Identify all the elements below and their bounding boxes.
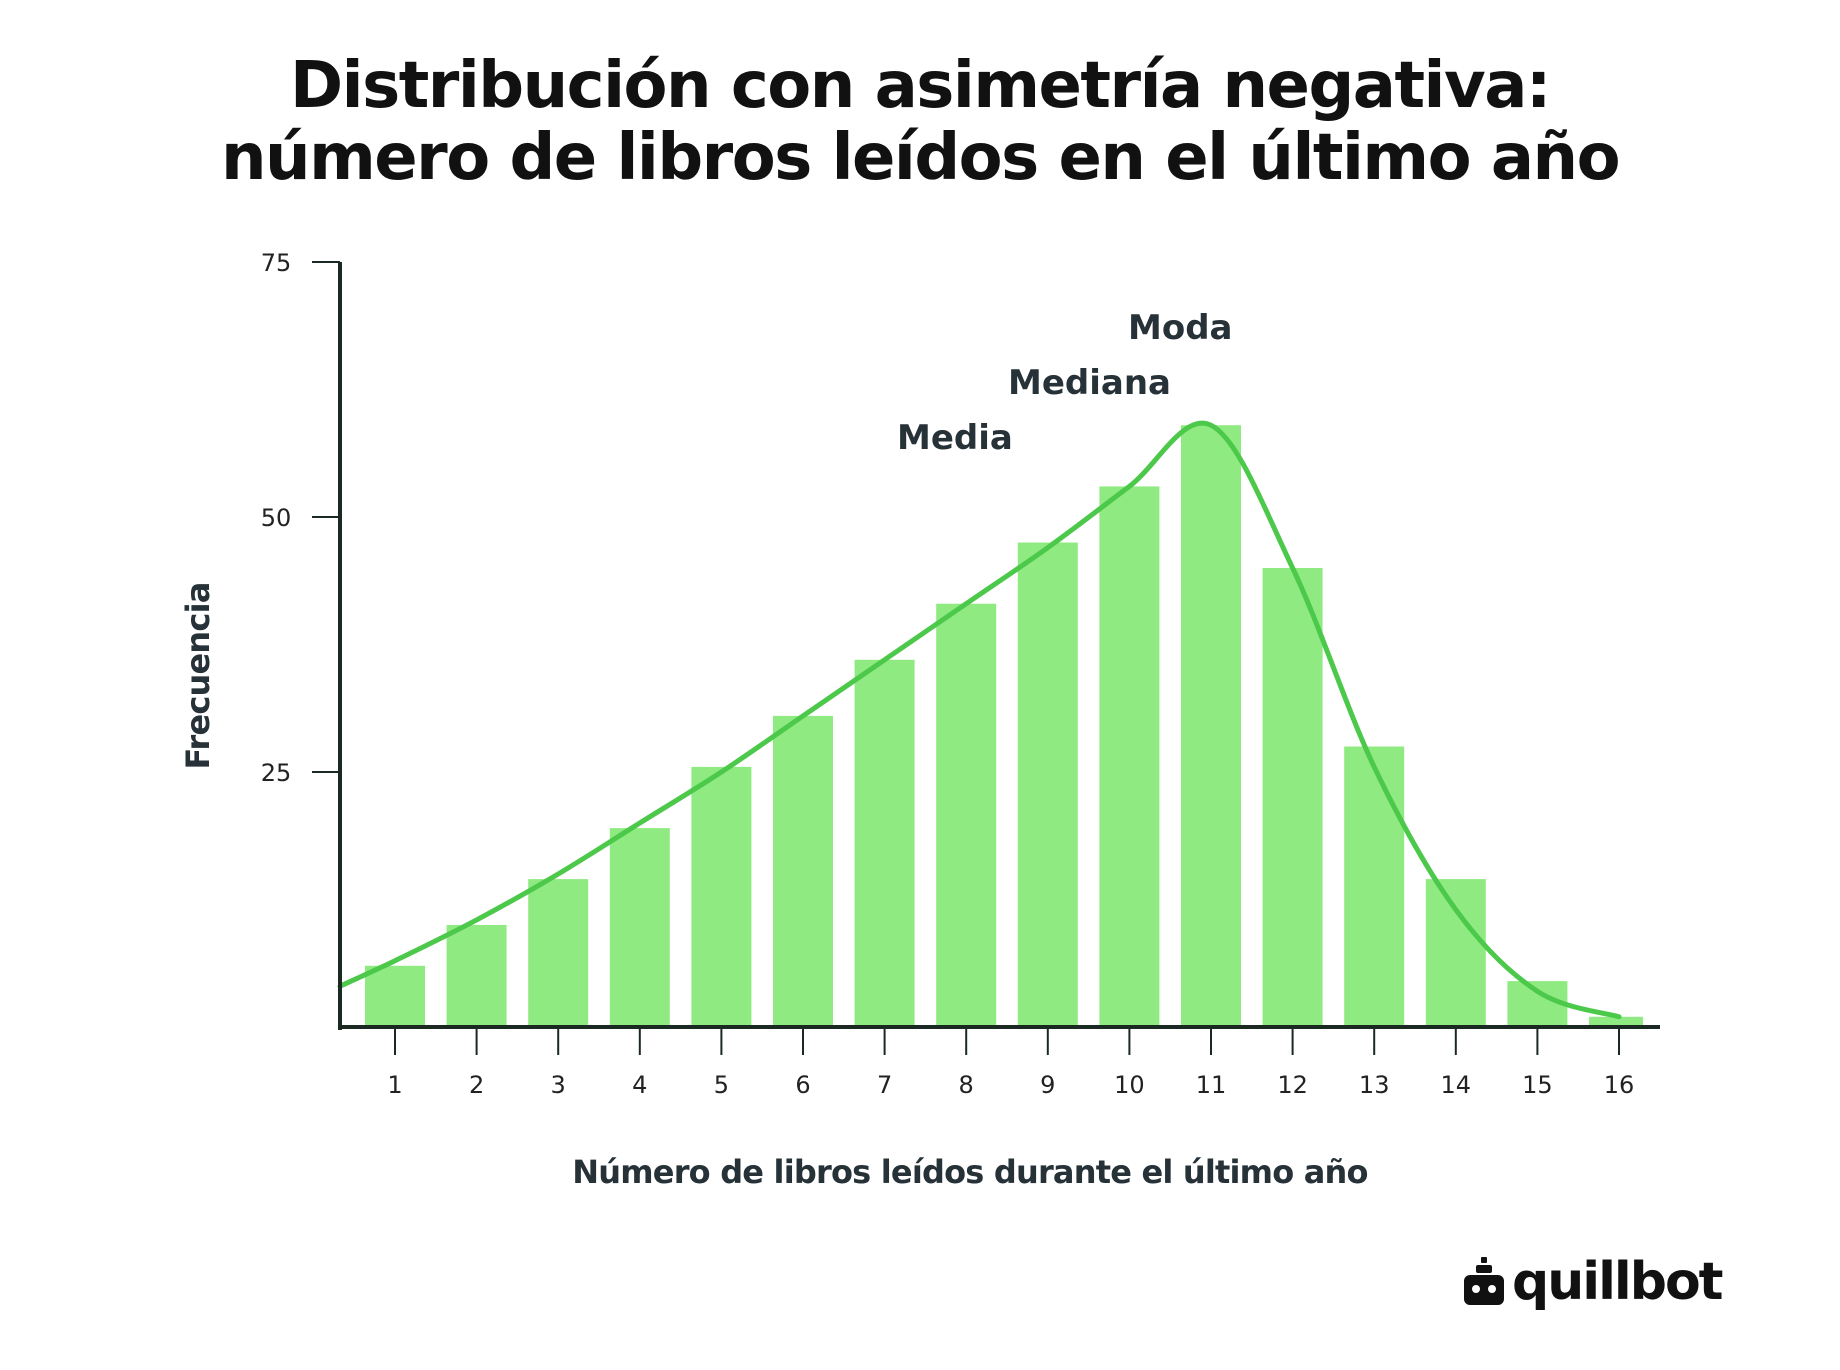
bar-3 bbox=[528, 879, 589, 1027]
x-tick-label-14: 14 bbox=[1441, 1071, 1472, 1099]
distribution-curve bbox=[337, 420, 1622, 1020]
bar-11 bbox=[1181, 425, 1241, 1027]
x-tick-label-1: 1 bbox=[387, 1071, 402, 1099]
annotation-median: Mediana bbox=[1008, 363, 1171, 403]
bar-5 bbox=[691, 766, 752, 1027]
bar-12 bbox=[1262, 568, 1323, 1027]
chart-title: Distribución con asimetría negativa: núm… bbox=[0, 50, 1840, 194]
x-tick-label-8: 8 bbox=[959, 1071, 974, 1099]
quillbot-logo: quillbot bbox=[1462, 1250, 1724, 1314]
bar-6 bbox=[773, 715, 833, 1027]
bar-10 bbox=[1099, 486, 1160, 1027]
bar-8 bbox=[936, 603, 997, 1027]
bar-16 bbox=[1589, 1016, 1643, 1027]
bars-layer bbox=[365, 425, 1643, 1027]
x-tick-label-10: 10 bbox=[1114, 1071, 1145, 1099]
x-tick-label-2: 2 bbox=[469, 1071, 484, 1099]
x-tick-label-3: 3 bbox=[551, 1071, 566, 1099]
annotation-mode: Moda bbox=[1128, 308, 1232, 348]
x-axis-title: Número de libros leídos durante el últim… bbox=[572, 1153, 1367, 1191]
labels-layer: Media Mediana Moda Número de libros leíd… bbox=[179, 308, 1369, 1191]
bar-2 bbox=[446, 925, 507, 1027]
y-tick-label-50: 50 bbox=[261, 504, 292, 532]
bar-14 bbox=[1425, 879, 1486, 1027]
annotation-mean: Media bbox=[897, 418, 1013, 458]
x-tick-label-11: 11 bbox=[1196, 1071, 1227, 1099]
y-axis-title: Frecuencia bbox=[179, 582, 217, 769]
y-tick-label-25: 25 bbox=[261, 759, 292, 787]
y-tick-label-75: 75 bbox=[261, 249, 292, 277]
x-tick-label-12: 12 bbox=[1277, 1071, 1308, 1099]
x-tick-label-6: 6 bbox=[795, 1071, 810, 1099]
x-tick-label-9: 9 bbox=[1040, 1071, 1055, 1099]
bar-9 bbox=[1017, 542, 1078, 1027]
x-tick-label-16: 16 bbox=[1604, 1071, 1635, 1099]
bar-13 bbox=[1344, 746, 1405, 1027]
x-tick-label-13: 13 bbox=[1359, 1071, 1390, 1099]
bar-1 bbox=[365, 965, 425, 1027]
curve-layer bbox=[337, 420, 1622, 1020]
x-tick-label-4: 4 bbox=[632, 1071, 647, 1099]
brand-name: quillbot bbox=[1512, 1252, 1724, 1312]
bar-7 bbox=[854, 659, 915, 1027]
chart-title-line-1: Distribución con asimetría negativa: bbox=[290, 49, 1551, 123]
chart-title-line-2: número de libros leídos en el último año bbox=[220, 121, 1621, 195]
bar-4 bbox=[609, 828, 670, 1027]
x-tick-label-5: 5 bbox=[714, 1071, 729, 1099]
x-tick-label-15: 15 bbox=[1522, 1071, 1553, 1099]
robot-icon bbox=[1464, 1257, 1504, 1305]
x-tick-label-7: 7 bbox=[877, 1071, 892, 1099]
